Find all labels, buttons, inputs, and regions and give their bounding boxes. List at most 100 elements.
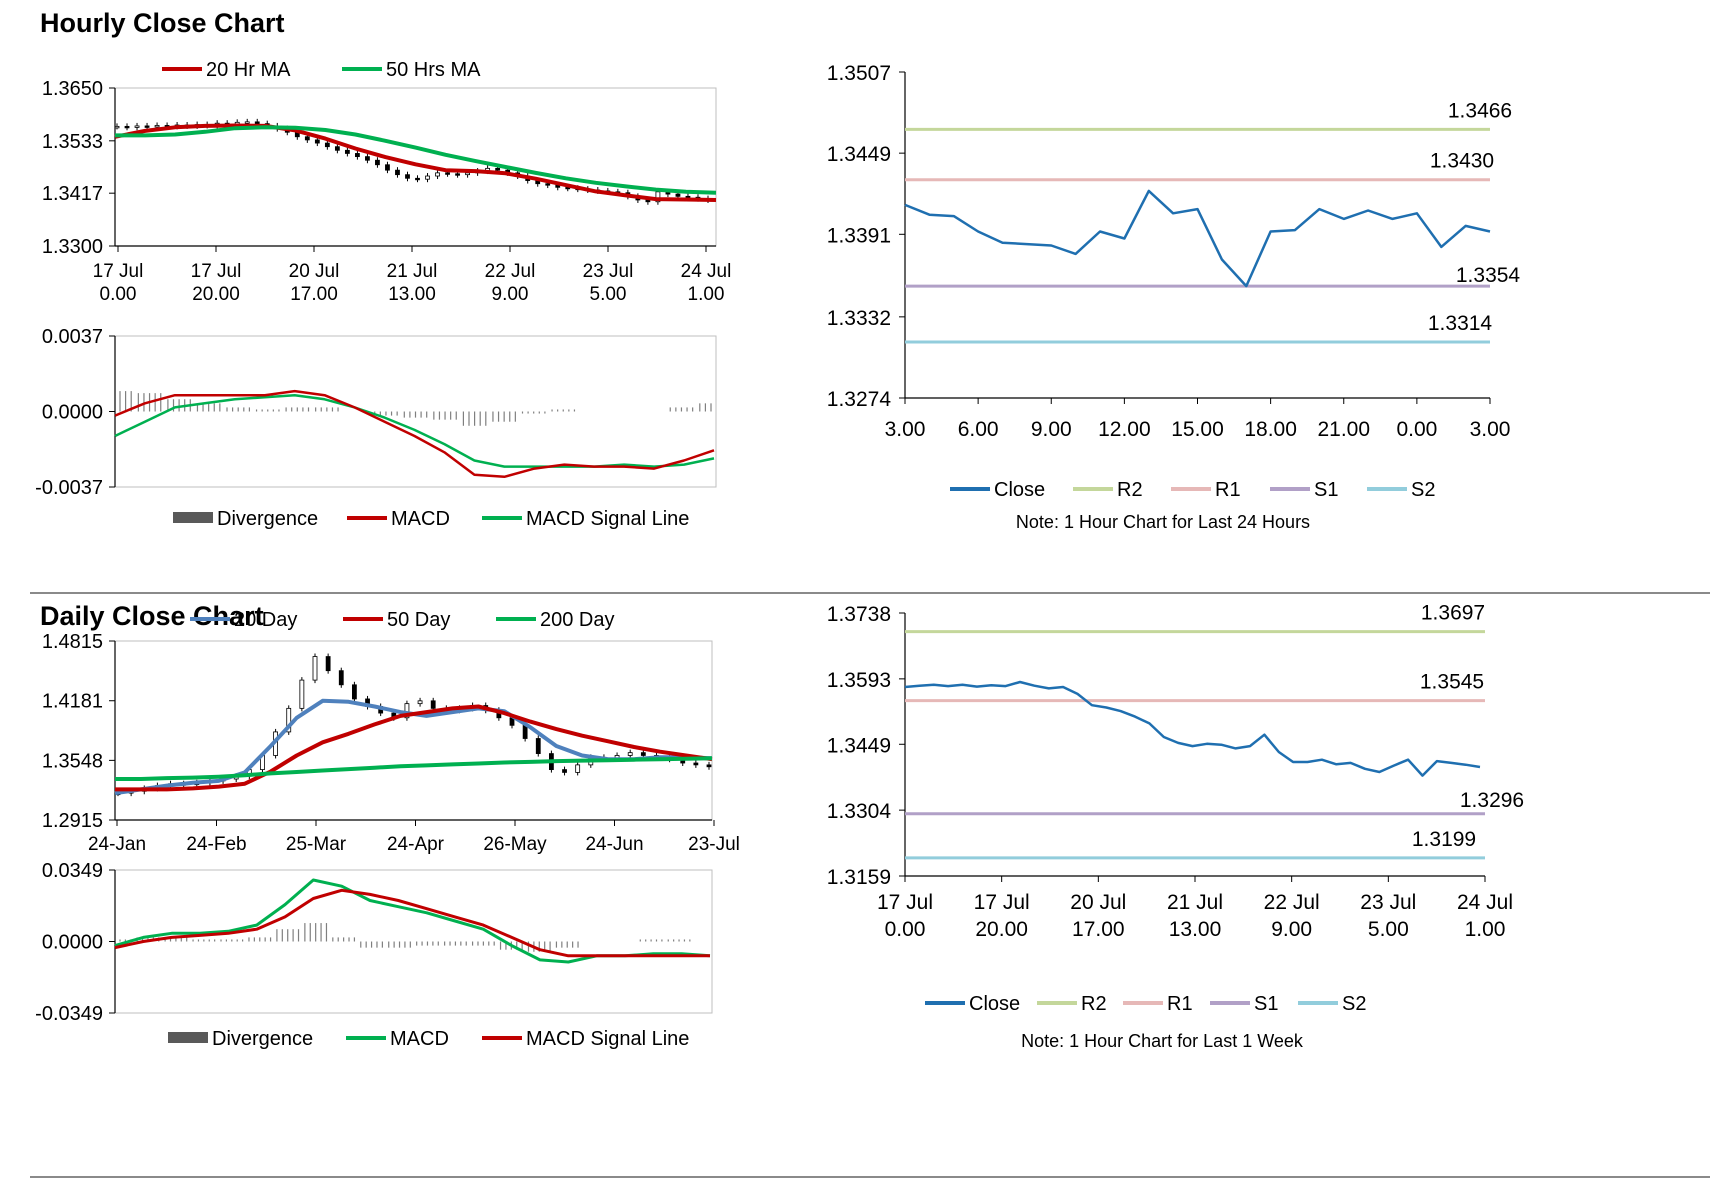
daily-price-candle <box>417 700 423 705</box>
hourly-price-candle <box>365 156 370 161</box>
daily-close-note: Note: 1 Hour Chart for Last 1 Week <box>1021 1031 1304 1051</box>
legend-daily-macd-signal-label: MACD Signal Line <box>526 1028 689 1050</box>
daily-price-x-tick-label: 24-Apr <box>387 834 445 855</box>
daily-close-y-tick-label: 1.3159 <box>827 866 891 889</box>
hourly-price-candle <box>344 149 350 154</box>
hourly-price-candle <box>675 193 681 197</box>
hourly-macd-y-tick-label: -0.0037 <box>35 477 103 499</box>
hourly-price-y-tick-label: 1.3300 <box>42 236 103 258</box>
hourly-macd-line <box>114 389 715 479</box>
legend-daily-s1-label: S1 <box>1254 993 1278 1015</box>
daily-price-x-tick-label: 23-Jul <box>688 834 740 855</box>
hourly-close-x-tick-label: 6.00 <box>958 418 999 441</box>
hourly-macd-y-tick-label: 0.0000 <box>42 402 103 424</box>
legend-200-day-label: 200 Day <box>540 609 615 631</box>
daily-close-x-tick-label: 22 Jul <box>1264 891 1320 914</box>
hourly-price-candle <box>114 125 120 129</box>
daily-price-candle <box>299 679 305 709</box>
daily-price-candle <box>286 707 292 733</box>
hourly-price-candle <box>415 177 420 181</box>
daily-level-label-r2: 1.3697 <box>1421 602 1485 625</box>
hourly-price-candle <box>124 125 130 129</box>
daily-price-y-tick-label: 1.4815 <box>42 631 103 653</box>
hourly-price-x-tick-label: 17 Jul <box>93 261 144 282</box>
legend-hourly-r1-label: R1 <box>1215 479 1241 501</box>
hourly-price-candle <box>154 125 160 128</box>
hourly-price-candle <box>254 121 260 125</box>
hourly-price-x-tick-label: 5.00 <box>590 284 627 305</box>
legend-hourly-macd-label: MACD <box>391 508 450 530</box>
hourly-close-x-tick-label: 3.00 <box>885 418 926 441</box>
hourly-close-y-tick-label: 1.3507 <box>827 62 891 85</box>
hourly-macd-signal-line <box>114 393 715 468</box>
hourly-close-x-tick-label: 0.00 <box>1396 418 1437 441</box>
legend-daily-macd-label: MACD <box>390 1028 449 1050</box>
hourly-close-x-tick-label: 3.00 <box>1470 418 1511 441</box>
hourly-price-candle <box>144 125 150 128</box>
hourly-price-x-tick-label: 20 Jul <box>289 261 340 282</box>
hourly-close-y-tick-label: 1.3274 <box>827 388 892 411</box>
hourly-price-candle <box>465 172 470 176</box>
daily-close-x-tick-label: 5.00 <box>1368 918 1409 941</box>
hourly-level-label-r2: 1.3466 <box>1448 99 1512 122</box>
daily-close-x-tick-label: 0.00 <box>885 918 926 941</box>
hourly-close-note: Note: 1 Hour Chart for Last 24 Hours <box>1016 512 1310 532</box>
daily-close-y-tick-label: 1.3449 <box>827 734 891 757</box>
hourly-price-candle <box>375 159 380 166</box>
hourly-level-label-s2: 1.3314 <box>1428 312 1493 335</box>
legend-50-day-label: 50 Day <box>387 609 450 631</box>
legend-hourly-s1-label: S1 <box>1314 479 1338 501</box>
daily-close-x-tick-label: 17 Jul <box>974 891 1030 914</box>
hourly-price-candle <box>495 167 501 171</box>
daily-price-candle <box>627 752 633 756</box>
hourly-price-x-tick-label: 21 Jul <box>387 261 438 282</box>
hourly-price-candle <box>355 153 360 158</box>
hourly-price-x-tick-label: 0.00 <box>100 284 137 305</box>
hourly-price-candle <box>314 139 320 144</box>
legend-hourly-divergence-label: Divergence <box>217 508 318 530</box>
hourly-price-candle <box>395 169 400 176</box>
daily-close-y-tick-label: 1.3738 <box>827 603 891 626</box>
daily-price-candle <box>693 762 699 766</box>
daily-series-200-day <box>115 756 713 781</box>
legend-50hrs-ma-label: 50 Hrs MA <box>386 59 481 81</box>
daily-macd-y-tick-label: -0.0349 <box>35 1003 103 1025</box>
daily-price-y-tick-label: 1.4181 <box>42 691 103 713</box>
hourly-price-candle <box>304 136 310 141</box>
hourly-close-y-tick-label: 1.3332 <box>827 307 891 330</box>
daily-close-x-tick-label: 17.00 <box>1072 918 1125 941</box>
daily-price-x-tick-label: 24-Jun <box>585 834 643 855</box>
hourly-close-x-tick-label: 21.00 <box>1317 418 1370 441</box>
hourly-price-candle <box>435 172 440 177</box>
legend-daily-s2-label: S2 <box>1342 993 1366 1015</box>
daily-price-plot-area <box>114 640 713 821</box>
hourly-close-y-tick-label: 1.3391 <box>827 224 891 247</box>
hourly-level-label-s1: 1.3354 <box>1456 264 1521 287</box>
daily-price-candle <box>430 700 436 709</box>
daily-close-x-tick-label: 24 Jul <box>1457 891 1513 914</box>
hourly-close-y-tick-label: 1.3449 <box>827 143 891 166</box>
hourly-price-candle <box>385 164 390 171</box>
hourly-price-x-tick-label: 22 Jul <box>485 261 536 282</box>
daily-close-x-tick-label: 17 Jul <box>877 891 933 914</box>
hourly-price-y-tick-label: 1.3650 <box>42 78 103 100</box>
hourly-price-series-50hrs-ma <box>115 125 717 195</box>
hourly-price-candle <box>655 191 661 203</box>
legend-hourly-s2-label: S2 <box>1411 479 1435 501</box>
hourly-price-x-tick-label: 1.00 <box>688 284 725 305</box>
daily-section-title: Daily Close Chart <box>40 601 264 631</box>
daily-level-label-s1: 1.3296 <box>1460 789 1524 812</box>
hourly-price-candle <box>134 125 140 128</box>
legend-hourly-r2-label: R2 <box>1117 479 1143 501</box>
daily-close-y-tick-label: 1.3593 <box>827 669 891 692</box>
daily-price-candle <box>562 769 567 773</box>
daily-price-x-tick-label: 25-Mar <box>286 834 347 855</box>
section-divider <box>30 592 1710 594</box>
hourly-price-series-20hr-ma <box>114 123 717 202</box>
daily-macd-y-tick-label: 0.0349 <box>42 860 103 882</box>
daily-price-y-tick-label: 1.3548 <box>42 750 103 772</box>
daily-price-y-tick-label: 1.2915 <box>42 810 103 832</box>
daily-price-x-tick-label: 26-May <box>483 834 547 855</box>
daily-level-label-r1: 1.3545 <box>1420 671 1484 694</box>
daily-close-x-tick-label: 20 Jul <box>1070 891 1126 914</box>
